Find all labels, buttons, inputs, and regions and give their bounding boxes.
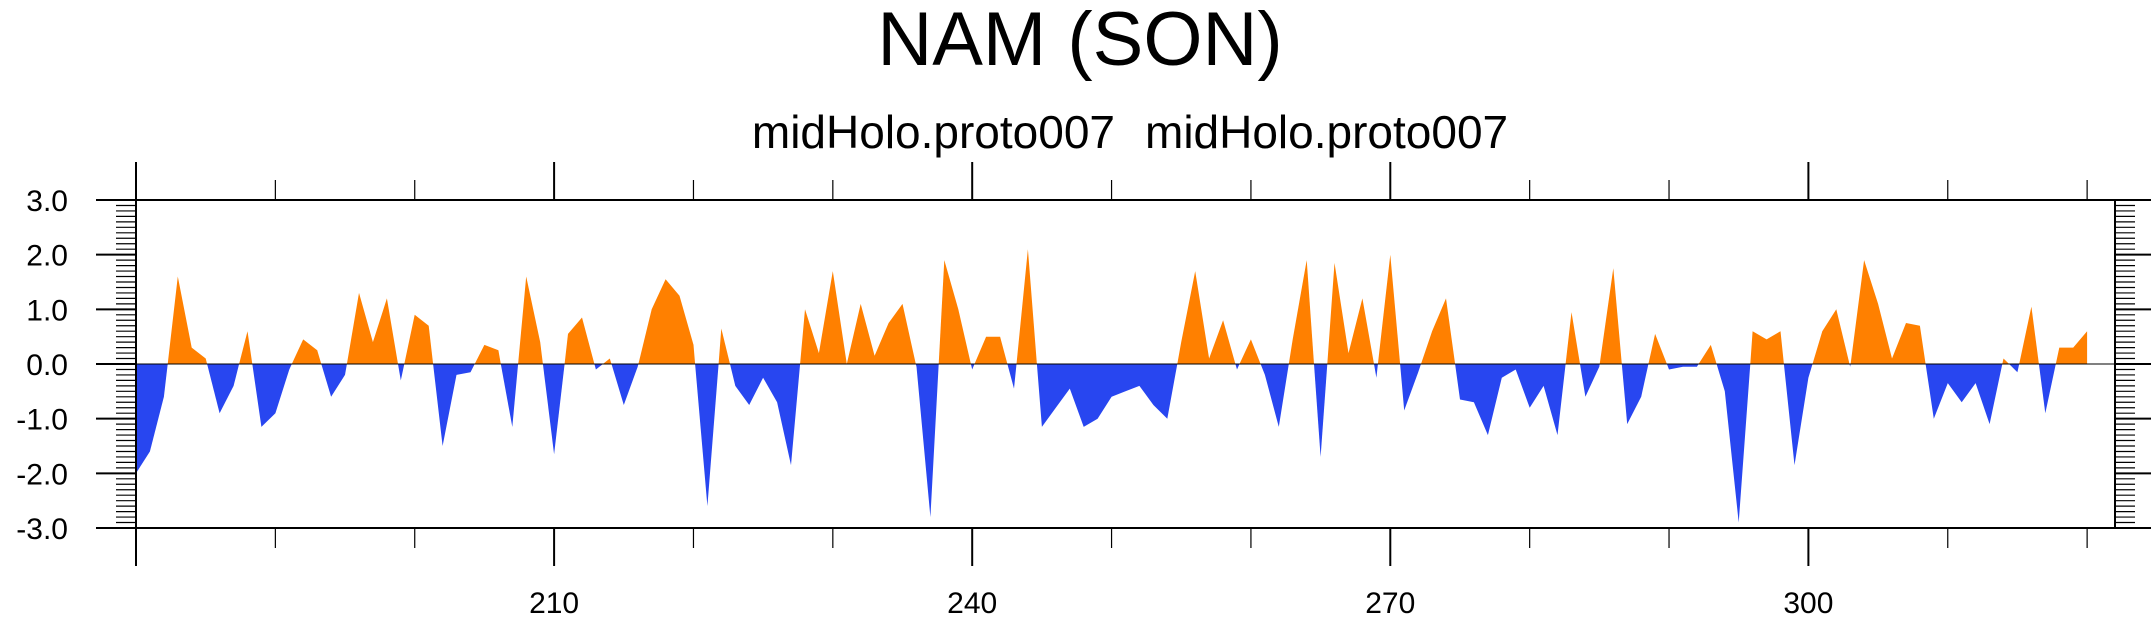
- positive-area: [518, 276, 543, 364]
- negative-area: [730, 364, 801, 466]
- positive-area: [291, 339, 322, 364]
- positive-area: [167, 276, 208, 364]
- negative-area: [1621, 364, 1649, 425]
- positive-area: [1377, 254, 1401, 364]
- positive-area: [602, 358, 612, 364]
- positive-area: [1698, 344, 1717, 364]
- chart-subtitle-left: midHolo.proto007: [752, 106, 1115, 158]
- negative-area: [915, 364, 939, 518]
- y-tick-label: 0.0: [26, 349, 68, 382]
- negative-area: [136, 364, 168, 474]
- negative-area: [1455, 364, 1566, 436]
- positive-area: [2055, 331, 2088, 364]
- positive-area: [1177, 271, 1236, 364]
- negative-area: [542, 364, 565, 455]
- positive-area: [474, 344, 501, 364]
- x-tick-label: 270: [1365, 587, 1415, 620]
- y-tick-label: 1.0: [26, 294, 68, 327]
- negative-area: [500, 364, 519, 427]
- negative-area: [594, 364, 603, 370]
- plot-fills: [136, 249, 2115, 523]
- negative-area: [252, 364, 292, 427]
- positive-area: [800, 271, 847, 364]
- positive-area: [404, 314, 434, 364]
- negative-area: [321, 364, 347, 397]
- plot-frame: [135, 199, 2116, 529]
- positive-area: [846, 303, 916, 364]
- negative-area: [1036, 364, 1178, 427]
- y-tick-labels: 3.0 2.0 1.0 0.0 -1.0 -2.0 -3.0: [16, 185, 68, 546]
- positive-area: [1239, 339, 1261, 364]
- negative-area: [1716, 364, 1751, 523]
- y-tick-label: -1.0: [16, 404, 68, 437]
- positive-area: [938, 260, 971, 364]
- positive-area: [1648, 333, 1667, 364]
- y-tick-label: 3.0: [26, 185, 68, 218]
- y-tick-label: 2.0: [26, 240, 68, 273]
- positive-area: [718, 328, 730, 364]
- negative-area: [1007, 364, 1017, 389]
- positive-area: [1016, 249, 1037, 364]
- positive-area: [2019, 306, 2039, 364]
- positive-area: [1599, 268, 1622, 364]
- y-tick-label: -3.0: [16, 513, 68, 546]
- negative-area: [1400, 364, 1421, 411]
- y-tick-label: -2.0: [16, 458, 68, 491]
- positive-area: [1565, 312, 1580, 364]
- positive-area: [564, 317, 595, 364]
- negative-area: [433, 364, 475, 446]
- negative-area: [1260, 364, 1289, 427]
- positive-area: [1327, 262, 1374, 364]
- positive-area: [1288, 260, 1314, 364]
- negative-area: [1235, 364, 1240, 370]
- x-tick-labels: 210 240 270 300: [529, 587, 1833, 620]
- positive-area: [638, 279, 696, 364]
- positive-area: [346, 292, 398, 364]
- positive-area: [1750, 331, 1784, 364]
- negative-area: [1783, 364, 1813, 466]
- negative-area: [1374, 364, 1378, 378]
- negative-area: [1314, 364, 1328, 457]
- negative-area: [970, 364, 975, 370]
- negative-area: [207, 364, 240, 414]
- negative-area: [611, 364, 639, 405]
- negative-area: [2009, 364, 2020, 373]
- negative-area: [1666, 364, 1699, 370]
- positive-area: [239, 331, 253, 364]
- positive-area: [2002, 358, 2010, 364]
- positive-area: [1812, 309, 1850, 364]
- chart-subtitle-right: midHolo.proto007: [1145, 106, 1508, 158]
- negative-area: [2038, 364, 2056, 414]
- positive-area: [1850, 260, 1926, 364]
- plot-ticks: [96, 162, 2151, 566]
- negative-area: [398, 364, 405, 381]
- negative-area: [1925, 364, 2003, 425]
- x-tick-label: 240: [947, 587, 997, 620]
- negative-area: [695, 364, 719, 507]
- positive-area: [1421, 298, 1456, 364]
- x-tick-label: 300: [1783, 587, 1833, 620]
- negative-area: [1580, 364, 1600, 397]
- chart-title: NAM (SON): [877, 0, 1282, 82]
- x-tick-label: 210: [529, 587, 579, 620]
- positive-area: [974, 336, 1008, 364]
- negative-area: [1849, 364, 1851, 367]
